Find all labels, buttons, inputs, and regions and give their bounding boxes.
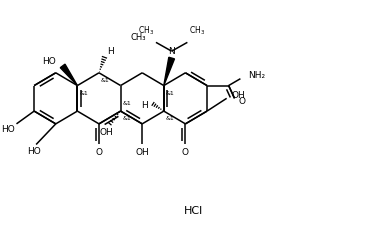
Text: N: N xyxy=(168,47,175,56)
Text: &1: &1 xyxy=(123,101,131,106)
Text: CH₃: CH₃ xyxy=(131,33,146,42)
Polygon shape xyxy=(164,57,175,86)
Polygon shape xyxy=(60,64,77,86)
Text: $\mathdefault{CH_3}$: $\mathdefault{CH_3}$ xyxy=(138,25,154,38)
Text: NH₂: NH₂ xyxy=(248,71,266,80)
Text: &1: &1 xyxy=(166,116,175,121)
Text: &1: &1 xyxy=(123,116,131,121)
Text: O: O xyxy=(95,148,103,157)
Text: O: O xyxy=(182,148,189,157)
Text: HO: HO xyxy=(27,147,41,156)
Text: H: H xyxy=(107,47,114,56)
Text: HCl: HCl xyxy=(184,206,203,216)
Text: HO: HO xyxy=(1,125,15,134)
Text: OH: OH xyxy=(100,128,114,137)
Text: HO: HO xyxy=(42,57,56,65)
Text: H: H xyxy=(141,101,148,110)
Text: $\mathdefault{CH_3}$: $\mathdefault{CH_3}$ xyxy=(189,25,206,38)
Text: OH: OH xyxy=(232,91,245,100)
Text: OH: OH xyxy=(135,148,149,157)
Text: O: O xyxy=(239,97,246,106)
Text: &1: &1 xyxy=(79,91,88,96)
Text: &1: &1 xyxy=(101,78,110,83)
Text: &1: &1 xyxy=(166,91,175,96)
